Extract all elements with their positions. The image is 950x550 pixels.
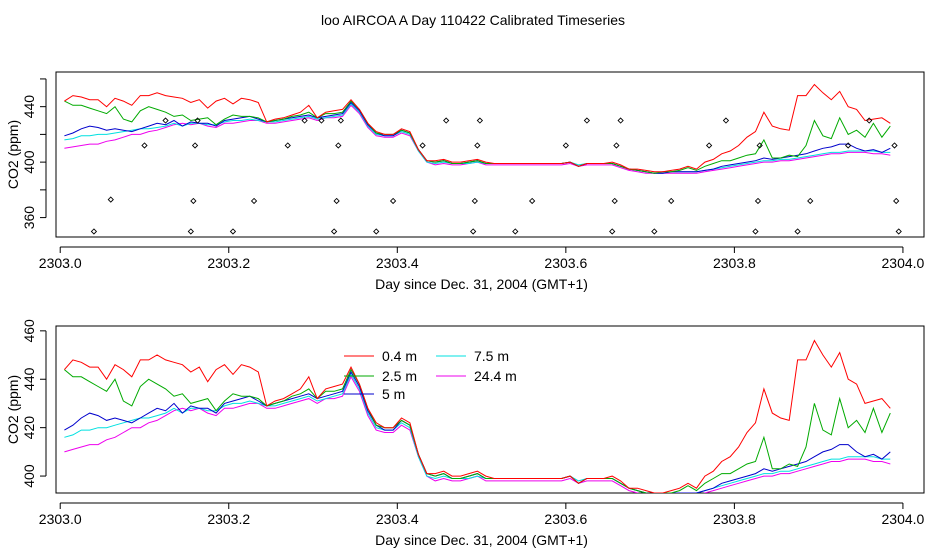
marker-point [162, 117, 169, 124]
series-line-0-4-m [64, 83, 891, 173]
series-line-5-m [64, 370, 891, 493]
marker-point [895, 228, 902, 235]
legend: 0.4 m 2.5 m 5 m 7.5 m 24.4 m [344, 348, 517, 402]
marker-point [512, 228, 519, 235]
legend-label: 0.4 m [382, 348, 417, 364]
series-line-0-4-m [64, 339, 891, 493]
y-axis-label: CO2 (ppm) [5, 120, 21, 189]
marker-point [613, 142, 620, 149]
marker-point [583, 117, 591, 124]
x-tick-label: 2303.4 [376, 255, 419, 271]
marker-point [419, 142, 426, 149]
marker-point [318, 117, 325, 124]
marker-point [107, 196, 114, 203]
x-tick-label: 2303.6 [544, 511, 587, 527]
marker-point [284, 142, 291, 149]
series-group [64, 339, 891, 493]
x-tick-label: 2303.2 [207, 511, 250, 527]
marker-point [443, 117, 450, 124]
marker-point [337, 117, 344, 124]
x-tick-label: 2303.0 [39, 511, 82, 527]
series-line-2-5-m [64, 368, 891, 493]
top-panel: 2303.0 2303.2 2303.4 2303.6 2303.8 2304.0 Day … [5, 71, 925, 292]
marker-point [794, 228, 801, 235]
x-tick-label: 2303.8 [713, 255, 756, 271]
marker-point [90, 228, 98, 235]
y-axis-label: CO2 (ppm) [5, 375, 21, 444]
x-axis-label: Day since Dec. 31, 2004 (GMT+1) [375, 532, 588, 548]
x-tick-label: 2303.0 [39, 255, 82, 271]
marker-point [705, 142, 713, 149]
plot-frame [55, 71, 925, 238]
y-tick-label: 360 [21, 206, 37, 230]
series-line-7-5-m [64, 103, 891, 174]
marker-point [528, 197, 536, 205]
marker-point [471, 197, 478, 205]
x-axis-label: Day since Dec. 31, 2004 (GMT+1) [375, 276, 588, 292]
marker-point [250, 197, 258, 205]
marker-point [474, 142, 481, 149]
marker-point [301, 117, 308, 124]
marker-point [754, 197, 762, 205]
marker-point [335, 142, 342, 149]
series-line-2-5-m [64, 100, 891, 174]
x-tick-label: 2303.8 [713, 511, 756, 527]
marker-point [866, 117, 873, 124]
marker-point [893, 197, 900, 205]
legend-label: 2.5 m [382, 368, 417, 384]
x-tick-label: 2303.6 [544, 255, 587, 271]
y-tick-label: 400 [21, 464, 37, 488]
legend-label: 7.5 m [474, 348, 509, 364]
marker-point [807, 197, 814, 205]
marker-point [141, 142, 148, 149]
x-tick-label: 2304.0 [882, 511, 925, 527]
y-tick-label: 440 [21, 367, 37, 391]
marker-point [229, 228, 237, 235]
x-tick-label: 2304.0 [882, 255, 925, 271]
marker-point [651, 228, 658, 235]
marker-point [187, 228, 194, 235]
marker-point [470, 228, 477, 235]
marker-point [562, 142, 569, 149]
marker-point [191, 142, 199, 149]
marker-point [194, 117, 201, 124]
legend-label: 5 m [382, 386, 405, 402]
marker-point [611, 197, 618, 205]
marker-point [845, 142, 852, 149]
marker-point [330, 228, 338, 235]
series-line-7-5-m [64, 373, 891, 493]
marker-point [476, 117, 484, 124]
y-tick-label: 460 [21, 319, 37, 343]
marker-point [891, 142, 898, 149]
page-title: loo AIRCOA A Day 110422 Calibrated Times… [321, 12, 625, 28]
marker-point [722, 117, 730, 124]
y-tick-label: 400 [21, 150, 37, 174]
marker-point [752, 228, 759, 235]
marker-point [190, 197, 197, 205]
marker-point [617, 117, 624, 124]
y-tick-label: 420 [21, 416, 37, 440]
marker-point [756, 142, 763, 149]
bottom-panel: 2303.0 2303.2 2303.4 2303.6 2303.8 2304.0 Day … [5, 319, 925, 548]
y-tick-label: 440 [21, 95, 37, 119]
series-group [64, 83, 902, 235]
plot-frame [55, 325, 925, 494]
marker-point [389, 197, 397, 205]
series-line-24-4-m [64, 375, 891, 493]
x-tick-label: 2303.2 [207, 255, 250, 271]
x-tick-label: 2303.4 [376, 511, 419, 527]
marker-point [668, 197, 675, 205]
legend-label: 24.4 m [474, 368, 517, 384]
marker-point [333, 197, 340, 205]
marker-point [609, 228, 616, 235]
marker-point [373, 228, 380, 235]
